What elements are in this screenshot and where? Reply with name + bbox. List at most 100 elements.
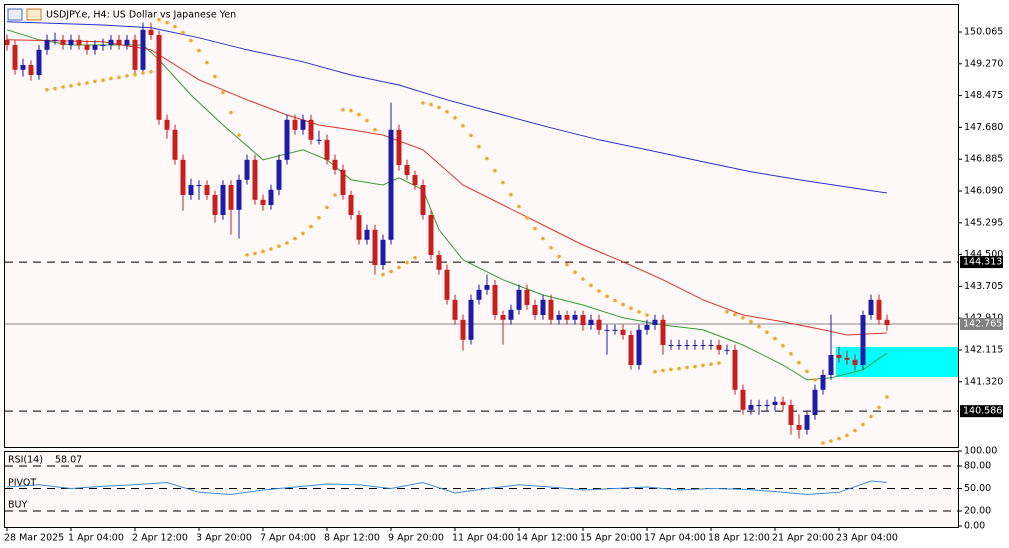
candle-body bbox=[300, 119, 306, 130]
candle-body bbox=[436, 255, 442, 270]
candle-body bbox=[516, 289, 522, 310]
candle-body bbox=[244, 159, 250, 180]
candle-body bbox=[20, 65, 26, 70]
rsi-label: RSI(14) bbox=[8, 455, 43, 466]
sar-dot bbox=[261, 249, 265, 254]
sar-dot bbox=[549, 246, 553, 250]
candle-body bbox=[380, 239, 386, 265]
candle-body bbox=[308, 119, 314, 140]
sar-dot bbox=[141, 71, 145, 75]
sar-dot bbox=[813, 378, 817, 382]
candle-body bbox=[260, 199, 266, 205]
x-tick-label: 11 Apr 04:00 bbox=[452, 533, 514, 544]
sar-dot bbox=[701, 363, 705, 368]
sar-dot bbox=[837, 436, 841, 441]
sar-dot bbox=[221, 90, 225, 95]
candle-body bbox=[780, 401, 786, 405]
main-panel bbox=[4, 4, 959, 448]
candle-body bbox=[540, 299, 546, 315]
candle-body bbox=[716, 345, 722, 350]
sar-dot bbox=[805, 369, 809, 374]
y-tick-label: 146.885 bbox=[964, 154, 1003, 165]
sar-dot bbox=[69, 84, 73, 88]
rsi-y-tick-label: 100.00 bbox=[964, 446, 997, 457]
x-tick-label: 18 Apr 12:00 bbox=[708, 533, 770, 544]
rsi-value: 58.07 bbox=[55, 455, 82, 466]
sar-dot bbox=[725, 310, 729, 314]
level-label: 142.765 bbox=[963, 319, 1002, 330]
sar-dot bbox=[93, 79, 97, 84]
sar-dot bbox=[461, 124, 465, 128]
sar-dot bbox=[741, 316, 745, 320]
candle-body bbox=[36, 49, 42, 75]
header: USDJPY.e, H4: US Dollar vs Japanese Yen bbox=[7, 8, 236, 21]
candle-body bbox=[812, 389, 818, 415]
y-tick-label: 143.705 bbox=[964, 281, 1003, 292]
candle-body bbox=[252, 159, 258, 200]
sar-dot bbox=[125, 74, 129, 78]
candle-body bbox=[372, 229, 378, 265]
candle-body bbox=[140, 29, 146, 70]
candle-body bbox=[5, 39, 10, 45]
sar-dot bbox=[173, 24, 177, 29]
candle-body bbox=[772, 401, 778, 405]
candle-body bbox=[460, 319, 466, 340]
x-tick-label: 21 Apr 20:00 bbox=[772, 533, 834, 544]
candle-body bbox=[276, 159, 282, 190]
candle-body bbox=[132, 39, 138, 70]
x-tick-label: 23 Apr 04:00 bbox=[836, 533, 898, 544]
candle-body bbox=[412, 175, 418, 185]
sar-dot bbox=[53, 86, 57, 91]
candle-body bbox=[364, 229, 370, 240]
sar-dot bbox=[773, 336, 777, 341]
candle-body bbox=[636, 329, 642, 365]
sar-dot bbox=[685, 365, 689, 370]
candle-body bbox=[620, 329, 626, 335]
sar-dot bbox=[189, 38, 193, 43]
x-tick-label: 8 Apr 12:00 bbox=[324, 533, 380, 544]
sar-dot bbox=[61, 85, 65, 89]
rsi-header: RSI(14) 58.07 bbox=[8, 455, 82, 466]
candle-body bbox=[668, 345, 674, 346]
icon bbox=[26, 8, 42, 21]
sar-dot bbox=[413, 255, 417, 260]
sar-dot bbox=[117, 75, 121, 80]
sar-dot bbox=[357, 112, 361, 117]
candle-body bbox=[116, 39, 122, 45]
candle-body bbox=[580, 315, 586, 325]
x-tick-label: 15 Apr 20:00 bbox=[580, 533, 642, 544]
sar-dot bbox=[589, 283, 593, 288]
candle-body bbox=[12, 45, 18, 70]
sar-dot bbox=[181, 30, 185, 35]
sar-dot bbox=[869, 414, 873, 419]
candle-body bbox=[492, 285, 498, 315]
candle-body bbox=[564, 315, 570, 320]
candle-body bbox=[660, 319, 666, 345]
sar-dot bbox=[501, 180, 505, 185]
sar-dot bbox=[373, 128, 377, 132]
candle-body bbox=[508, 309, 514, 320]
x-tick-label: 7 Apr 04:00 bbox=[260, 533, 316, 544]
candle-body bbox=[340, 169, 346, 195]
candle-body bbox=[404, 165, 410, 175]
sar-dot bbox=[493, 168, 497, 173]
sar-dot bbox=[693, 364, 697, 369]
y-tick-label: 144.500 bbox=[964, 249, 1003, 260]
sar-dot bbox=[85, 81, 89, 85]
candle-body bbox=[204, 185, 210, 195]
icon bbox=[7, 8, 23, 21]
candle-body bbox=[236, 179, 242, 210]
candle-body bbox=[388, 129, 394, 240]
sar-dot bbox=[149, 70, 153, 74]
sar-dot bbox=[269, 247, 273, 251]
sar-dot bbox=[229, 110, 233, 115]
sar-dot bbox=[237, 133, 241, 137]
candle-body bbox=[572, 315, 578, 320]
sar-dot bbox=[853, 428, 857, 433]
sar-dot bbox=[821, 441, 825, 445]
sar-dot bbox=[421, 101, 425, 105]
candle-body bbox=[356, 215, 362, 240]
candle-body bbox=[884, 319, 890, 325]
candle-body bbox=[148, 29, 154, 35]
sar-dot bbox=[157, 18, 161, 22]
